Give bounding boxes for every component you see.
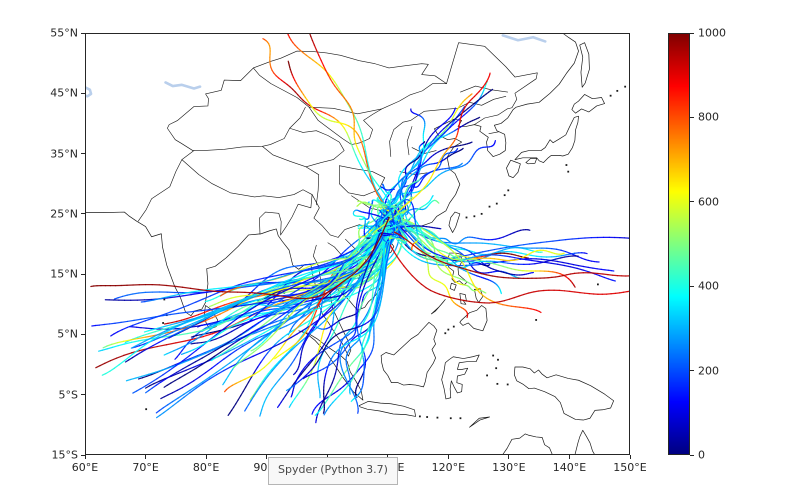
tick-mark <box>690 201 694 203</box>
colorbar-tick-label: 400 <box>698 279 719 293</box>
colorbar-tick-label: 800 <box>698 110 719 124</box>
tick-mark <box>690 285 694 287</box>
x-axis-tick-label: 70°E <box>132 461 159 474</box>
y-axis-tick-label: 5°S <box>58 388 78 402</box>
tick-mark <box>447 455 449 459</box>
tick-mark <box>81 333 85 335</box>
y-axis-tick-label: 25°N <box>50 207 78 221</box>
tick-mark <box>690 116 694 118</box>
x-axis-tick-label: 80°E <box>192 461 220 474</box>
x-axis-tick-label: 150°E <box>613 461 647 474</box>
x-axis-tick-label: 130°E <box>492 461 526 474</box>
spyder-tooltip: Spyder (Python 3.7) <box>268 457 398 485</box>
tick-mark <box>81 273 85 275</box>
tick-mark <box>81 92 85 94</box>
y-axis-tick-label: 45°N <box>50 86 78 100</box>
x-axis-tick-label: 120°E <box>431 461 466 474</box>
y-axis-tick-label: 5°N <box>57 327 78 341</box>
y-axis-tick-label: 55°N <box>50 26 78 40</box>
x-axis-tick-label: 60°E <box>71 461 99 474</box>
x-axis-tick-label: 90°E <box>253 461 280 474</box>
tick-mark <box>690 454 694 456</box>
colorbar-tick-label: 600 <box>698 195 719 209</box>
colorbar <box>668 33 690 455</box>
colorbar-tick-label: 1000 <box>698 26 726 40</box>
tick-mark <box>568 455 570 459</box>
tick-mark <box>81 454 85 456</box>
tick-mark <box>81 213 85 215</box>
tick-mark <box>145 455 147 459</box>
x-axis-tick-label: 140°E <box>552 461 587 474</box>
y-axis-tick-label: 35°N <box>50 147 78 161</box>
y-axis-tick-label: 15°N <box>50 267 78 281</box>
tick-mark <box>690 32 694 34</box>
tick-mark <box>81 32 85 34</box>
tick-mark <box>629 455 631 459</box>
tick-mark <box>508 455 510 459</box>
colorbar-tick-label: 200 <box>698 364 719 378</box>
tick-mark <box>84 455 86 459</box>
tick-mark <box>690 370 694 372</box>
tick-mark <box>81 153 85 155</box>
tick-mark <box>81 394 85 396</box>
tick-mark <box>205 455 207 459</box>
y-axis-tick-label: 15°S <box>51 448 78 462</box>
tick-mark <box>266 455 268 459</box>
colorbar-tick-label: 0 <box>698 448 705 462</box>
